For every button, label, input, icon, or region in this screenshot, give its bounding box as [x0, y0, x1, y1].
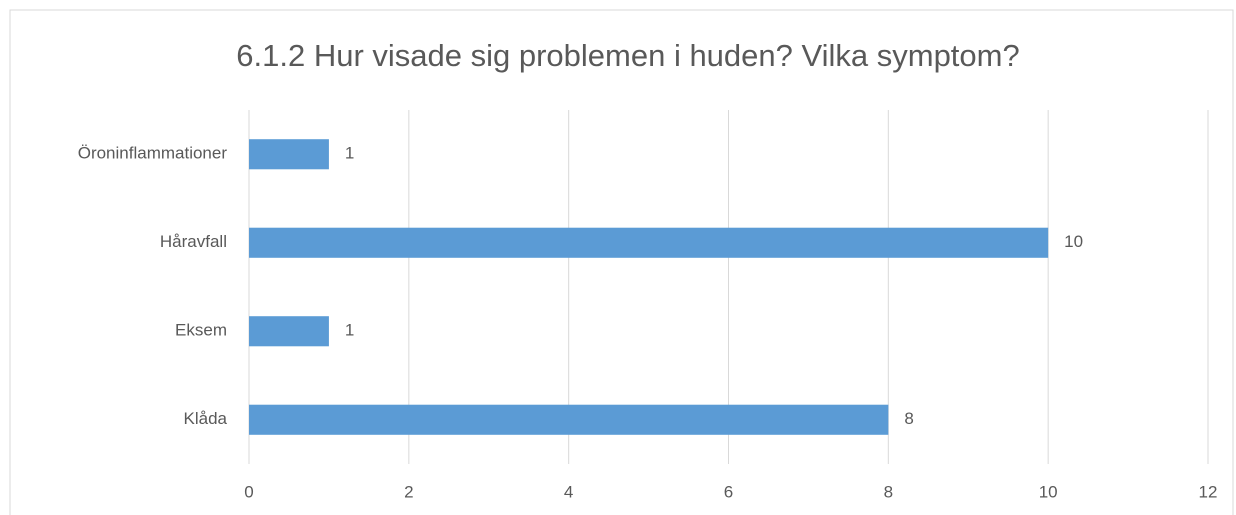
x-tick-label: 10 [1039, 482, 1058, 501]
bar [249, 404, 889, 435]
chart-title: 6.1.2 Hur visade sig problemen i huden? … [236, 38, 1019, 73]
y-tick-label: Eksem [175, 321, 227, 340]
bar [249, 227, 1049, 258]
x-tick-label: 12 [1199, 482, 1218, 501]
y-tick-label: Öroninflammationer [78, 144, 228, 163]
data-label: 10 [1064, 232, 1083, 251]
chart-frame [9, 9, 1234, 515]
bar [249, 139, 329, 170]
x-tick-label: 4 [564, 482, 573, 501]
x-tick-label: 6 [724, 482, 733, 501]
x-tick-label: 2 [404, 482, 413, 501]
data-label: 8 [904, 409, 913, 428]
y-tick-label: Håravfall [160, 232, 227, 251]
y-tick-label: Klåda [184, 409, 228, 428]
bar [249, 316, 329, 347]
x-tick-label: 8 [884, 482, 893, 501]
x-tick-label: 0 [244, 482, 253, 501]
data-label: 1 [345, 144, 354, 163]
data-label: 1 [345, 321, 354, 340]
